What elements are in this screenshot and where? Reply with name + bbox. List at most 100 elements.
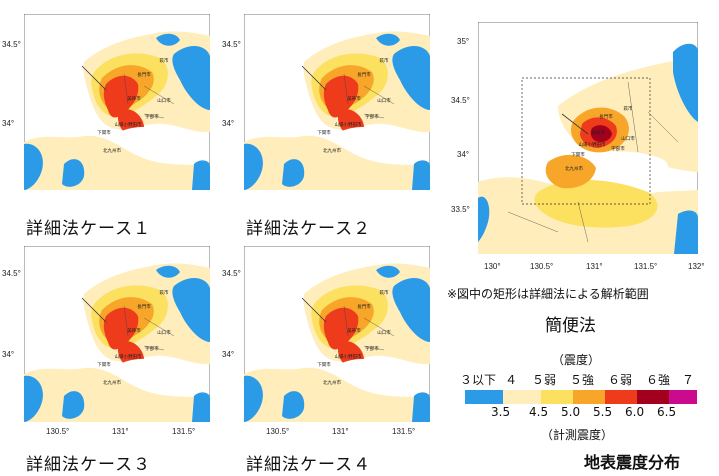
city-label: 山口市 — [621, 135, 635, 142]
fault-line — [301, 65, 327, 91]
city-label: 長門市 — [599, 113, 613, 120]
city-label: 萩市 — [160, 289, 169, 296]
city-label: 美祢市 — [347, 95, 361, 102]
city-label: 北九州市 — [103, 379, 121, 386]
band-6-strong — [590, 125, 612, 142]
city-label: 北九州市 — [323, 379, 341, 386]
ytick-34.5: 34.5° — [2, 269, 21, 278]
intensity-class-row: ３以下 ４ ５弱 ５強 ６弱 ６強 ７ — [460, 371, 700, 387]
color-swatch — [465, 390, 503, 404]
low-intensity-west — [24, 143, 43, 190]
fault-line — [81, 297, 107, 323]
admin-boundaries — [343, 73, 395, 119]
case-label-3: 詳細法ケース３ — [26, 455, 152, 475]
admin-boundaries — [343, 305, 395, 351]
case-label-1: 詳細法ケース１ — [26, 219, 152, 239]
admin-boundaries — [123, 305, 175, 351]
city-label: 山陽小野田市 — [335, 353, 362, 360]
fault-line — [81, 65, 107, 91]
low-intensity-southeast — [192, 160, 210, 190]
city-label: 宇部市 — [145, 113, 159, 120]
xtick-131.5: 131.5° — [392, 427, 416, 436]
band-6-weak — [103, 75, 139, 118]
fault-line — [301, 297, 327, 323]
city-label: 美祢市 — [347, 327, 361, 334]
scale-value-label: 3.5 — [491, 405, 511, 419]
admin-boundaries — [123, 73, 175, 119]
xtick-130.5: 130.5° — [266, 427, 290, 436]
intensity-class-label: ３以下 — [460, 373, 497, 387]
low-intensity-east — [392, 45, 430, 110]
ytick-34: 34° — [2, 119, 15, 128]
xtick-131.5: 131.5° — [172, 427, 196, 436]
ytick-34: 34° — [222, 119, 235, 128]
ytick-33.5: 33.5° — [451, 205, 470, 214]
intensity-class-label: ６弱 — [608, 373, 633, 387]
case-label-4: 詳細法ケース４ — [246, 455, 372, 475]
low-intensity-west — [244, 375, 263, 422]
scale-value-label: 6.0 — [625, 405, 645, 419]
low-intensity-east — [673, 43, 698, 122]
low-intensity-southeast — [412, 160, 430, 190]
city-label: 下関市 — [317, 129, 331, 136]
city-label: 北九州市 — [323, 147, 341, 154]
city-label: 長門市 — [357, 71, 371, 78]
city-label: 宇部市 — [365, 113, 379, 120]
scale-value-label: 4.5 — [529, 405, 549, 419]
fault-line — [561, 113, 589, 135]
intensity-class-label: ４ — [505, 373, 518, 387]
city-label: 下関市 — [97, 361, 111, 368]
ytick-34: 34° — [457, 150, 470, 159]
low-intensity-east — [172, 45, 210, 110]
city-label: 長門市 — [137, 71, 151, 78]
city-label: 山陽小野田市 — [115, 121, 142, 128]
map-panel-case-4: 長門市 萩市 美祢市 山口市 宇部市 山陽小野田市 下関市 北九州市 — [244, 246, 430, 422]
color-swatch — [573, 390, 605, 404]
ytick-34.5: 34.5° — [451, 96, 470, 105]
city-label: 宇部市 — [365, 345, 379, 352]
ytick-35: 35° — [457, 37, 470, 46]
map-panel-case-2: 長門市 萩市 美祢市 山口市 宇部市 山陽小野田市 下関市 北九州市 — [244, 14, 430, 190]
xtick-131: 131° — [112, 427, 129, 436]
scale-value-label: 5.5 — [593, 405, 613, 419]
low-intensity-south — [62, 391, 85, 419]
rectangle-note: ※図中の矩形は詳細法による解析範囲 — [447, 287, 649, 301]
band-5-strong-kyushu — [545, 154, 596, 189]
city-label: 萩市 — [160, 57, 169, 64]
low-intensity-west — [244, 143, 263, 190]
low-intensity-southeast — [412, 392, 430, 422]
low-intensity-south — [282, 391, 305, 419]
band-6-weak — [323, 307, 359, 350]
low-intensity-south — [62, 159, 85, 187]
simple-method-label: 簡便法 — [545, 316, 596, 336]
intensity-class-label: ５弱 — [532, 373, 557, 387]
city-label: 下関市 — [317, 361, 331, 368]
admin-boundaries — [507, 81, 679, 243]
color-swatch — [503, 390, 541, 404]
xtick-131: 131° — [332, 427, 349, 436]
ytick-34.5: 34.5° — [2, 40, 21, 49]
low-intensity-south — [282, 159, 305, 187]
city-label: 山口市 — [157, 329, 171, 336]
city-label: 北九州市 — [103, 147, 121, 154]
ytick-34.5: 34.5° — [222, 269, 241, 278]
city-label: 山陽小野田市 — [335, 121, 362, 128]
analysis-rectangle — [521, 77, 651, 205]
intensity-class-label: ５強 — [570, 373, 595, 387]
xtick-131.5: 131.5° — [634, 262, 658, 271]
city-label: 山陽小野田市 — [579, 141, 606, 148]
xtick-130.5: 130.5° — [46, 427, 70, 436]
xtick-132: 132° — [688, 262, 705, 271]
map-panel-case-3: 長門市 萩市 美祢市 山口市 宇部市 山陽小野田市 下関市 北九州市 — [24, 246, 210, 422]
map-panel-case-1: 長門市 萩市 美祢市 山口市 宇部市 山陽小野田市 下関市 北九州市 — [24, 14, 210, 190]
low-intensity-west — [478, 196, 490, 242]
city-label: 宇部市 — [611, 145, 625, 152]
city-label: 北九州市 — [565, 165, 583, 172]
low-intensity-southeast — [674, 210, 698, 254]
xtick-131: 131° — [586, 262, 603, 271]
intensity-class-label: ７ — [682, 373, 695, 387]
